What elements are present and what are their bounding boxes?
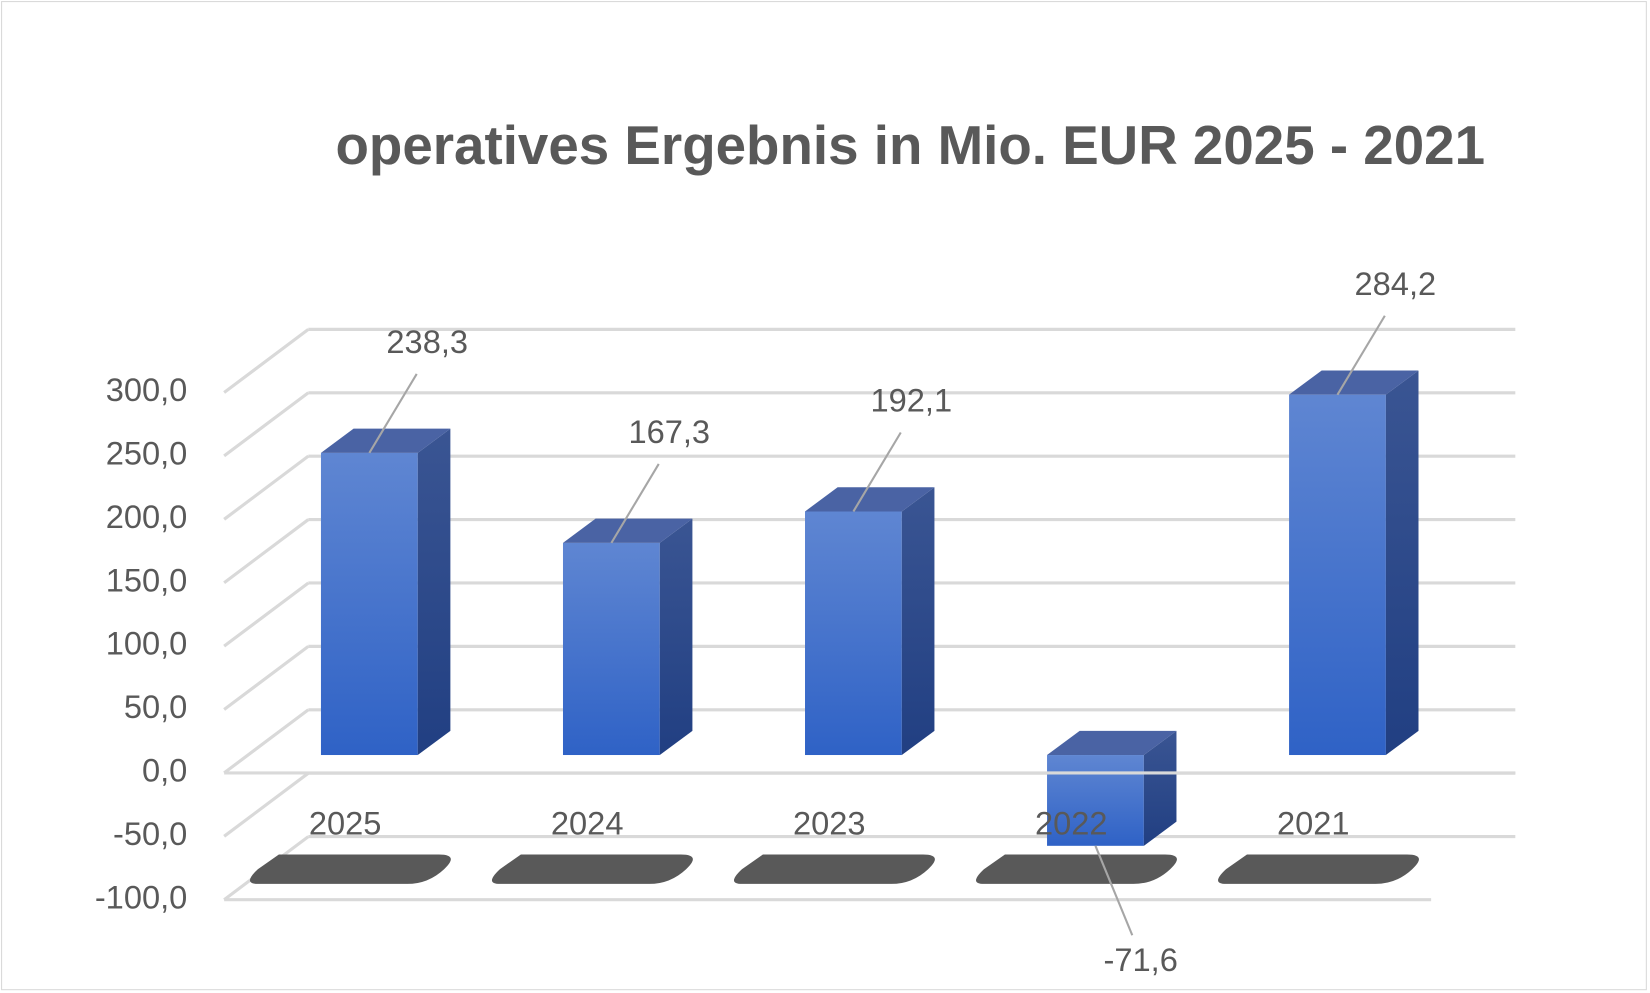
leader-line xyxy=(610,463,660,544)
y-tick-label: 100,0 xyxy=(106,625,188,662)
floor-line xyxy=(223,454,310,521)
y-tick-label: 200,0 xyxy=(106,498,188,535)
floor-line xyxy=(223,518,310,584)
floor-line xyxy=(223,708,310,775)
bar-shadow xyxy=(249,854,451,884)
bar-side xyxy=(1143,730,1177,846)
chart-title: operatives Ergebnis in Mio. EUR 2025 - 2… xyxy=(335,115,1486,177)
floor-line xyxy=(223,391,310,458)
y-tick-label: 50,0 xyxy=(124,688,187,725)
floor-line xyxy=(223,645,310,711)
data-label: 284,2 xyxy=(1355,265,1437,302)
bar-top xyxy=(1289,370,1419,395)
bar-side xyxy=(659,518,693,756)
x-tick-label: 2023 xyxy=(793,805,866,842)
y-tick-label: -50,0 xyxy=(113,815,187,852)
bar-side xyxy=(1385,370,1419,756)
x-tick-label: 2025 xyxy=(309,805,382,842)
bar xyxy=(562,542,660,756)
bar xyxy=(320,452,418,756)
bar xyxy=(1047,755,1144,846)
data-label: 192,1 xyxy=(870,382,952,419)
data-label: 238,3 xyxy=(386,323,468,360)
bar-top xyxy=(1047,730,1177,756)
data-label: 167,3 xyxy=(628,413,710,450)
floor-line xyxy=(223,581,310,648)
bar-top xyxy=(320,428,451,453)
bar xyxy=(1289,394,1386,756)
data-label: -71,6 xyxy=(1104,941,1178,978)
bar xyxy=(805,511,902,756)
y-tick-label: 250,0 xyxy=(106,435,188,472)
bar-shadow xyxy=(976,854,1177,884)
floor-line xyxy=(223,771,310,838)
y-tick-label: 300,0 xyxy=(106,371,188,408)
bar-shadow xyxy=(491,854,693,884)
y-tick-label: 150,0 xyxy=(106,561,188,598)
bar-side xyxy=(417,428,451,756)
leader-line xyxy=(1094,845,1134,936)
leader-line xyxy=(852,431,902,512)
bar-top xyxy=(562,518,693,543)
bar-top xyxy=(805,487,935,512)
bar-side xyxy=(901,487,935,756)
y-tick-label: -100,0 xyxy=(95,878,187,915)
x-tick-label: 2021 xyxy=(1277,805,1350,842)
floor-line xyxy=(223,328,310,394)
x-tick-label: 2024 xyxy=(551,805,624,842)
leader-line xyxy=(1336,315,1386,396)
y-tick-label: 0,0 xyxy=(142,752,187,789)
bar-shadow xyxy=(733,854,935,884)
leader-line xyxy=(368,373,418,454)
bar-shadow xyxy=(1218,854,1419,884)
x-tick-label: 2022 xyxy=(1035,805,1108,842)
